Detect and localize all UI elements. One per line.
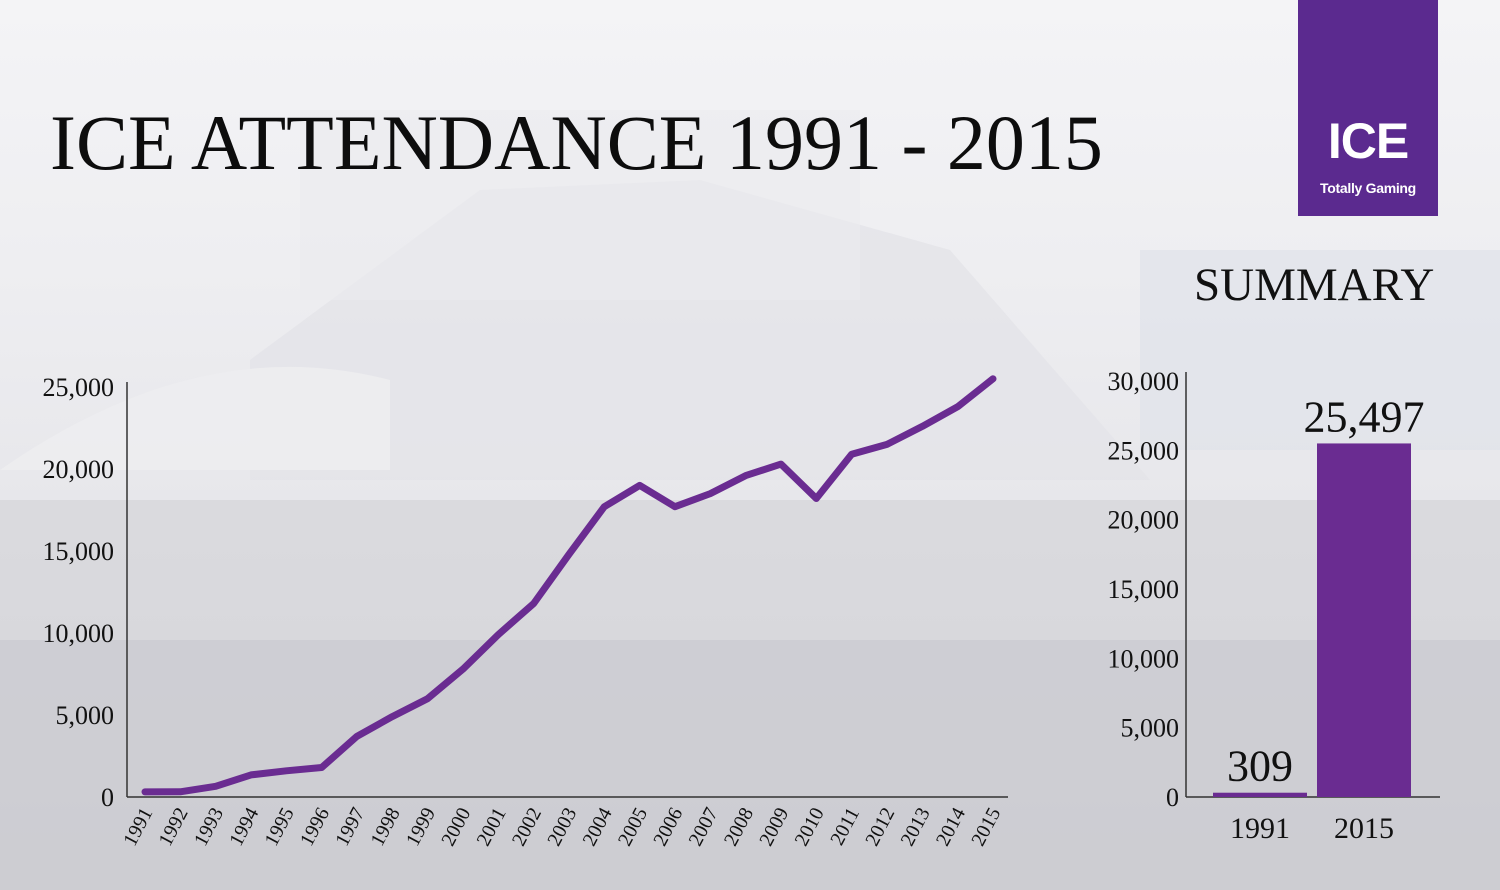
attendance-point [531,600,537,606]
attendance-point [778,461,784,467]
attendance-point [248,772,254,778]
bar-chart-y-tick-label: 5,000 [1121,714,1180,743]
attendance-point [389,714,395,720]
bar-chart-y-tick-label: 30,000 [1108,367,1180,396]
attendance-point [601,504,607,510]
ice-logo: ICE Totally Gaming [1298,0,1438,216]
page-title: ICE ATTENDANCE 1991 - 2015 [50,99,1103,186]
attendance-point [884,441,890,447]
line-chart-y-tick-label: 5,000 [56,701,115,730]
line-chart-series [141,375,997,796]
attendance-point [637,482,643,488]
line-chart-y-tick-label: 15,000 [43,537,115,566]
line-chart-y-tick-label: 10,000 [43,619,115,648]
attendance-point [460,666,466,672]
bar-data-label: 309 [1227,742,1293,791]
attendance-point [743,473,749,479]
attendance-point [813,496,819,502]
attendance-point [990,376,996,382]
attendance-point [283,768,289,774]
attendance-point [672,504,678,510]
logo-text: ICE [1327,113,1409,169]
line-chart-axes [126,382,1008,798]
attendance-point [177,789,183,795]
bar-data-label: 25,497 [1304,392,1425,441]
bar-chart-y-tick-label: 20,000 [1108,506,1180,535]
bar-category-label: 1991 [1230,812,1290,845]
attendance-point [919,423,925,429]
bar-chart-y-tick-label: 0 [1166,783,1179,812]
attendance-point [707,491,713,497]
bar-chart-y-tick-label: 10,000 [1108,644,1180,673]
attendance-point [142,789,148,795]
line-chart-y-tick-label: 20,000 [43,455,115,484]
attendance-point [354,733,360,739]
bar-category-label: 2015 [1334,812,1394,845]
bar-chart-y-ticks: 0 5,000 10,000 15,000 20,000 25,000 30,000 [1108,367,1180,812]
attendance-point [955,404,961,410]
summary-bar [1317,443,1411,797]
bar-chart-y-tick-label: 25,000 [1108,436,1180,465]
line-chart-y-tick-label: 25,000 [43,373,115,402]
attendance-point [213,783,219,789]
attendance-point [849,451,855,457]
line-chart-y-tick-label: 0 [101,783,114,812]
attendance-point [319,764,325,770]
bar-chart-bars [1213,443,1411,797]
summary-bar [1213,792,1307,797]
summary-title: SUMMARY [1194,259,1435,311]
attendance-point [495,632,501,638]
line-chart-y-ticks: 0 5,000 10,000 15,000 20,000 25,000 [43,373,115,812]
attendance-point [566,551,572,557]
bar-chart-y-tick-label: 15,000 [1108,575,1180,604]
attendance-point [425,696,431,702]
bar-chart-labels: 309 1991 25,497 2015 [1227,392,1425,845]
logo-tagline: Totally Gaming [1320,180,1416,196]
